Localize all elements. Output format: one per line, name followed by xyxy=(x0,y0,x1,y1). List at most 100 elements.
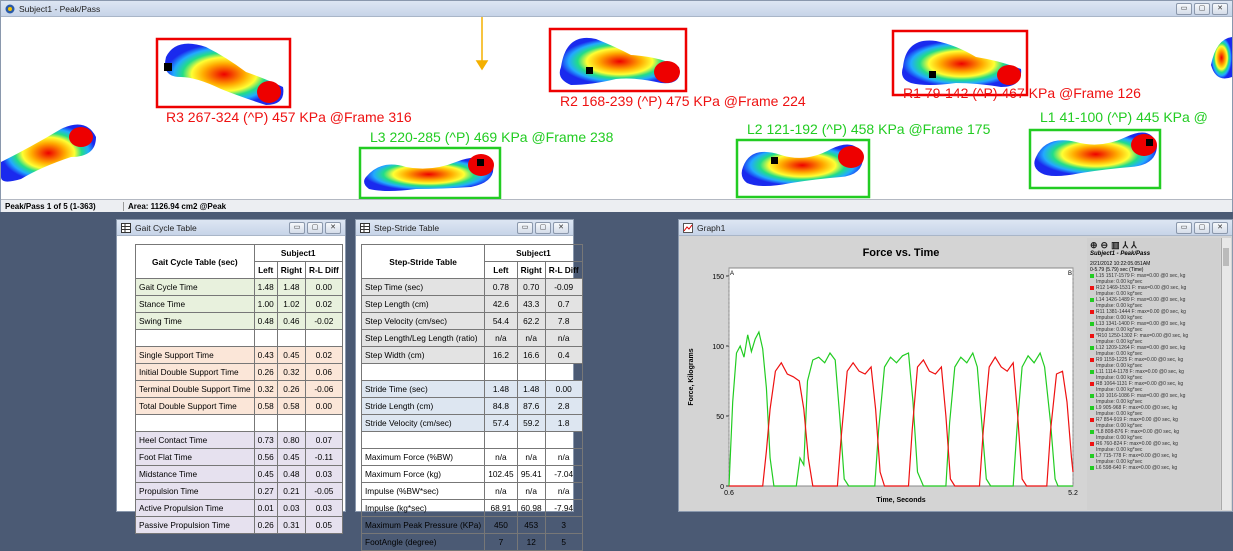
table-row[interactable]: Total Double Support Time 0.58 0.58 0.00 xyxy=(135,397,343,415)
close-button[interactable]: ✕ xyxy=(325,221,341,234)
table-row[interactable]: Step Velocity (cm/sec) 54.4 62.2 7.8 xyxy=(360,312,583,330)
legend-item[interactable]: R6 760-824 F: max=0.00 @0 sec, kg xyxy=(1090,441,1217,447)
legend-item[interactable]: Impulse: 0.00 kg*sec xyxy=(1090,291,1217,297)
table-row[interactable]: Passive Propulsion Time 0.26 0.31 0.05 xyxy=(135,516,343,534)
legend-item[interactable]: L7 715-778 F: max=0.00 @0 sec, kg xyxy=(1090,453,1217,459)
zoom-out-icon[interactable]: ⊖ xyxy=(1100,240,1112,250)
legend-item[interactable]: L9 905-968 F: max=0.00 @0 sec, kg xyxy=(1090,405,1217,411)
gait-cycle-window: Gait Cycle Table ▭ ▢ ✕ Gait Cycle Table … xyxy=(116,219,346,534)
pressure-canvas[interactable]: R3 267-324 (^P) 457 KPa @Frame 316 R2 16… xyxy=(1,17,1232,199)
legend-item[interactable]: Impulse: 0.00 kg*sec xyxy=(1090,447,1217,453)
step-stride-titlebar[interactable]: Step-Stride Table ▭ ▢ ✕ xyxy=(356,220,573,236)
legend-item[interactable]: Impulse: 0.00 kg*sec xyxy=(1090,351,1217,357)
table-row[interactable] xyxy=(360,363,583,381)
maximize-button[interactable]: ▢ xyxy=(535,221,551,234)
scrollbar-thumb[interactable] xyxy=(1223,248,1229,266)
bars-icon[interactable]: ▥ xyxy=(1111,240,1123,250)
table-row[interactable]: Step Width (cm) 16.2 16.6 0.4 xyxy=(360,346,583,364)
table-row[interactable]: Impulse (%BW*sec) n/a n/a n/a xyxy=(360,482,583,500)
footprint-r3[interactable] xyxy=(155,37,292,109)
legend-item[interactable]: *R10 1250-1302 F: max=0.00 @0 sec, kg xyxy=(1090,333,1217,339)
footprint-r2[interactable] xyxy=(548,27,688,93)
minimize-button[interactable]: ▭ xyxy=(1176,2,1192,15)
table-row[interactable]: Step Time (sec) 0.78 0.70 -0.09 xyxy=(360,278,583,296)
table-row[interactable] xyxy=(135,414,343,432)
force-time-chart[interactable]: Force vs. Time Time, Seconds Force, Kilogr… xyxy=(681,238,1081,510)
cursor-icon[interactable]: ⅄ xyxy=(1122,240,1132,250)
table-row[interactable]: Swing Time 0.48 0.46 -0.02 xyxy=(135,312,343,330)
legend-item[interactable]: Impulse: 0.00 kg*sec xyxy=(1090,279,1217,285)
legend-item[interactable]: Impulse: 0.00 kg*sec xyxy=(1090,363,1217,369)
legend-item[interactable]: R11 1381-1444 F: max=0.00 @0 sec, kg xyxy=(1090,309,1217,315)
table-row[interactable]: Stride Length (cm) 84.8 87.6 2.8 xyxy=(360,397,583,415)
table-row[interactable]: Stance Time 1.00 1.02 0.02 xyxy=(135,295,343,313)
legend-item[interactable]: R9 1159-1225 F: max=0.00 @0 sec, kg xyxy=(1090,357,1217,363)
legend-item[interactable]: L13 1341-1400 F: max=0.00 @0 sec, kg xyxy=(1090,321,1217,327)
legend-item[interactable]: Impulse: 0.00 kg*sec xyxy=(1090,303,1217,309)
row-label: Swing Time xyxy=(135,312,255,330)
minimize-button[interactable]: ▭ xyxy=(517,221,533,234)
legend-item[interactable]: Impulse: 0.00 kg*sec xyxy=(1090,315,1217,321)
minimize-button[interactable]: ▭ xyxy=(1176,221,1192,234)
close-button[interactable]: ✕ xyxy=(1212,2,1228,15)
legend-item[interactable]: Impulse: 0.00 kg*sec xyxy=(1090,375,1217,381)
legend-item[interactable]: L15 1517-1579 F: max=0.00 @0 sec, kg xyxy=(1090,273,1217,279)
table-row[interactable]: Maximum Force (%BW) n/a n/a n/a xyxy=(360,448,583,466)
legend-item[interactable]: *L8 808-876 F: max=0.00 @0 sec, kg xyxy=(1090,429,1217,435)
cursor-a-label: A xyxy=(730,271,734,277)
table-row[interactable]: Stride Time (sec) 1.48 1.48 0.00 xyxy=(360,380,583,398)
legend-item[interactable]: Impulse: 0.00 kg*sec xyxy=(1090,387,1217,393)
legend-swatch xyxy=(1090,286,1094,290)
table-row[interactable]: Midstance Time 0.45 0.48 0.03 xyxy=(135,465,343,483)
table-row[interactable]: Heel Contact Time 0.73 0.80 0.07 xyxy=(135,431,343,449)
legend-item[interactable]: Impulse: 0.00 kg*sec xyxy=(1090,423,1217,429)
table-row[interactable]: Maximum Force (kg) 102.45 95.41 -7.04 xyxy=(360,465,583,483)
legend-item[interactable]: Impulse: 0.00 kg*sec xyxy=(1090,435,1217,441)
footprint-l1[interactable] xyxy=(1028,128,1162,190)
legend-item[interactable]: Impulse: 0.00 kg*sec xyxy=(1090,411,1217,417)
table-row[interactable]: Maximum Peak Pressure (KPa) 450 453 3 xyxy=(360,516,583,534)
legend-scrollbar[interactable] xyxy=(1221,238,1231,510)
cursor-alt-icon[interactable]: ⅄ xyxy=(1131,240,1140,250)
legend-item[interactable]: L11 1114-1178 F: max=0.00 @0 sec, kg xyxy=(1090,369,1217,375)
legend-item[interactable]: R8 1064-1131 F: max=0.00 @0 sec, kg xyxy=(1090,381,1217,387)
table-row[interactable]: FootAngle (degree) 7 12 5 xyxy=(360,533,583,551)
table-row[interactable]: Impulse (kg*sec) 68.91 60.98 -7.94 xyxy=(360,499,583,517)
minimize-button[interactable]: ▭ xyxy=(289,221,305,234)
legend-item[interactable]: L14 1426-1489 F: max=0.00 @0 sec, kg xyxy=(1090,297,1217,303)
table-row[interactable]: Step Length (cm) 42.6 43.3 0.7 xyxy=(360,295,583,313)
legend-item[interactable]: Impulse: 0.00 kg*sec xyxy=(1090,339,1217,345)
footprint-l2[interactable] xyxy=(735,138,871,199)
zoom-in-icon[interactable]: ⊕ xyxy=(1090,240,1101,250)
table-row[interactable]: Foot Flat Time 0.56 0.45 -0.11 xyxy=(135,448,343,466)
table-row[interactable]: Step Length/Leg Length (ratio) n/a n/a n/a xyxy=(360,329,583,347)
legend-item[interactable]: Impulse: 0.00 kg*sec xyxy=(1090,327,1217,333)
maximize-button[interactable]: ▢ xyxy=(307,221,323,234)
legend-item[interactable]: L10 1016-1086 F: max=0.00 @0 sec, kg xyxy=(1090,393,1217,399)
maximize-button[interactable]: ▢ xyxy=(1194,221,1210,234)
table-row[interactable] xyxy=(135,329,343,347)
footprint-l3[interactable] xyxy=(358,146,502,199)
column-header: R-L Diff xyxy=(304,261,343,279)
close-button[interactable]: ✕ xyxy=(1212,221,1228,234)
table-row[interactable]: Terminal Double Support Time 0.32 0.26 -0.0… xyxy=(135,380,343,398)
table-row[interactable] xyxy=(360,431,583,449)
graph-titlebar[interactable]: Graph1 ▭ ▢ ✕ xyxy=(679,220,1232,236)
table-row[interactable]: Single Support Time 0.43 0.45 0.02 xyxy=(135,346,343,364)
footprint-r1[interactable] xyxy=(891,29,1029,97)
table-row[interactable]: Active Propulsion Time 0.01 0.03 0.03 xyxy=(135,499,343,517)
legend-item[interactable]: Impulse: 0.00 kg*sec xyxy=(1090,459,1217,465)
table-row[interactable]: Initial Double Support Time 0.26 0.32 0.06 xyxy=(135,363,343,381)
legend-item[interactable]: Impulse: 0.00 kg*sec xyxy=(1090,399,1217,405)
table-row[interactable]: Gait Cycle Time 1.48 1.48 0.00 xyxy=(135,278,343,296)
legend-item[interactable]: L12 1209-1264 F: max=0.00 @0 sec, kg xyxy=(1090,345,1217,351)
table-row[interactable]: Stride Velocity (cm/sec) 57.4 59.2 1.8 xyxy=(360,414,583,432)
legend-item[interactable]: R7 854-919 F: max=0.00 @0 sec, kg xyxy=(1090,417,1217,423)
legend-item[interactable]: L6 598-640 F: max=0.00 @0 sec, kg xyxy=(1090,465,1217,471)
close-button[interactable]: ✕ xyxy=(553,221,569,234)
maximize-button[interactable]: ▢ xyxy=(1194,2,1210,15)
peak-pass-titlebar[interactable]: Subject1 - Peak/Pass ▭ ▢ ✕ xyxy=(1,1,1232,17)
gait-cycle-titlebar[interactable]: Gait Cycle Table ▭ ▢ ✕ xyxy=(117,220,345,236)
legend-item[interactable]: R12 1469-1531 F: max=0.00 @0 sec, kg xyxy=(1090,285,1217,291)
table-row[interactable]: Propulsion Time 0.27 0.21 -0.05 xyxy=(135,482,343,500)
